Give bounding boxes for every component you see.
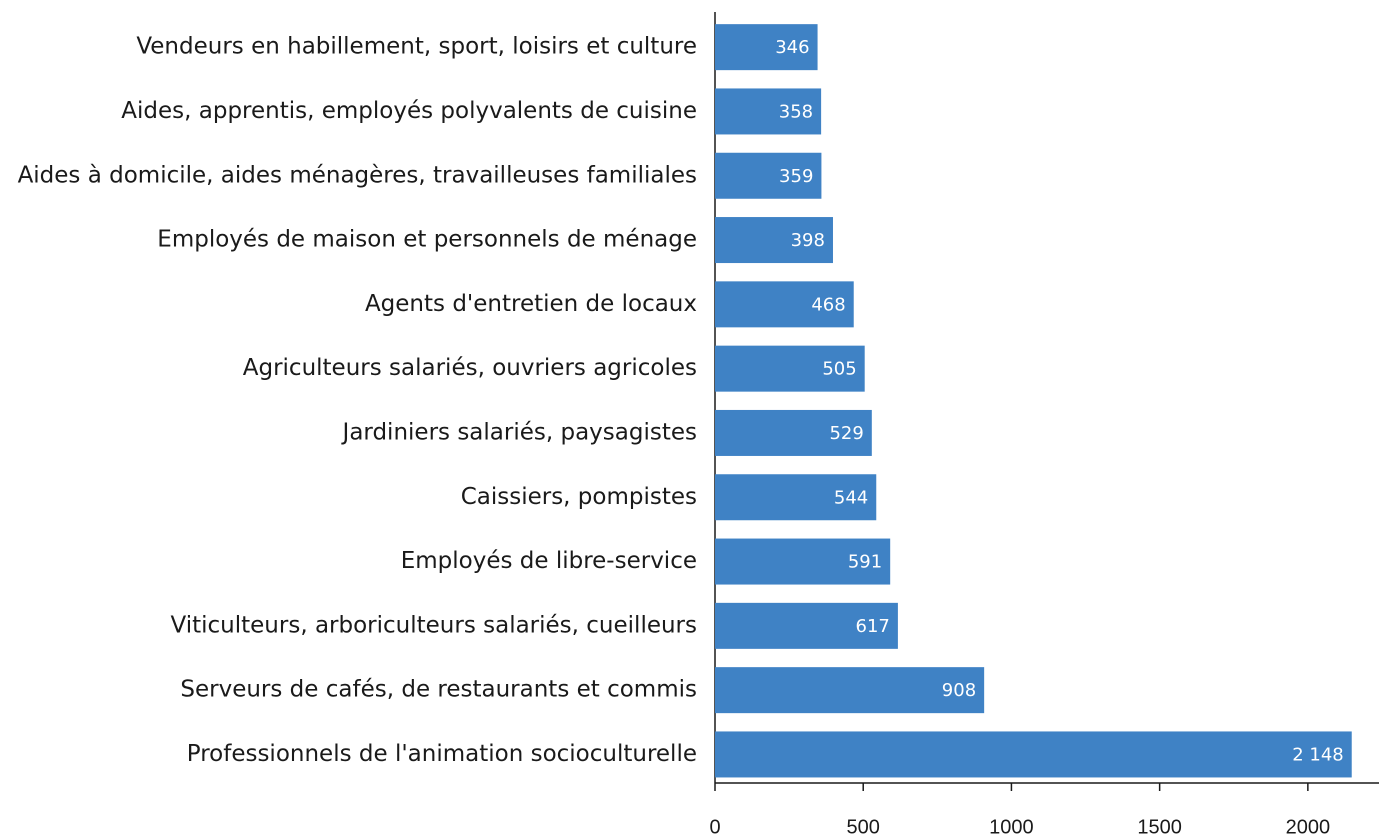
value-label: 468 [811, 294, 845, 315]
category-label: Employés de libre-service [401, 548, 697, 574]
bar [715, 24, 818, 71]
value-label: 346 [775, 37, 809, 58]
bar [715, 281, 854, 328]
bar [715, 217, 833, 264]
category-label: Caissiers, pompistes [461, 484, 697, 510]
bar [715, 345, 865, 392]
category-label: Jardiniers salariés, paysagistes [341, 419, 697, 445]
value-label: 544 [834, 487, 868, 508]
value-label: 398 [791, 230, 825, 251]
category-label: Agents d'entretien de locaux [365, 291, 697, 317]
category-label: Serveurs de cafés, de restaurants et com… [180, 677, 697, 703]
x-tick-label: 500 [847, 816, 880, 838]
bar [715, 152, 822, 199]
category-label: Employés de maison et personnels de ména… [157, 227, 697, 253]
bar [715, 602, 898, 649]
value-label: 358 [779, 101, 813, 122]
value-label: 617 [856, 616, 890, 637]
value-label: 529 [829, 423, 863, 444]
bar [715, 667, 985, 714]
x-tick-label: 2000 [1286, 816, 1331, 838]
value-label: 908 [942, 680, 976, 701]
value-label: 359 [779, 166, 813, 187]
x-tick-label: 1000 [989, 816, 1034, 838]
value-label: 591 [848, 552, 882, 573]
bar [715, 538, 891, 585]
category-label: Aides à domicile, aides ménagères, trava… [18, 162, 697, 188]
category-label: Viticulteurs, arboriculteurs salariés, c… [171, 612, 698, 638]
category-label: Aides, apprentis, employés polyvalents d… [121, 98, 697, 124]
category-label: Vendeurs en habillement, sport, loisirs … [136, 34, 697, 60]
bar [715, 731, 1352, 778]
category-label: Agriculteurs salariés, ouvriers agricole… [243, 355, 697, 381]
x-tick-label: 0 [709, 816, 720, 838]
category-label: Professionnels de l'animation sociocultu… [187, 741, 697, 767]
x-tick-label: 1500 [1137, 816, 1182, 838]
bar [715, 409, 872, 456]
bar [715, 474, 877, 521]
bar [715, 88, 822, 135]
value-label: 2 148 [1292, 744, 1344, 765]
value-label: 505 [822, 359, 856, 380]
